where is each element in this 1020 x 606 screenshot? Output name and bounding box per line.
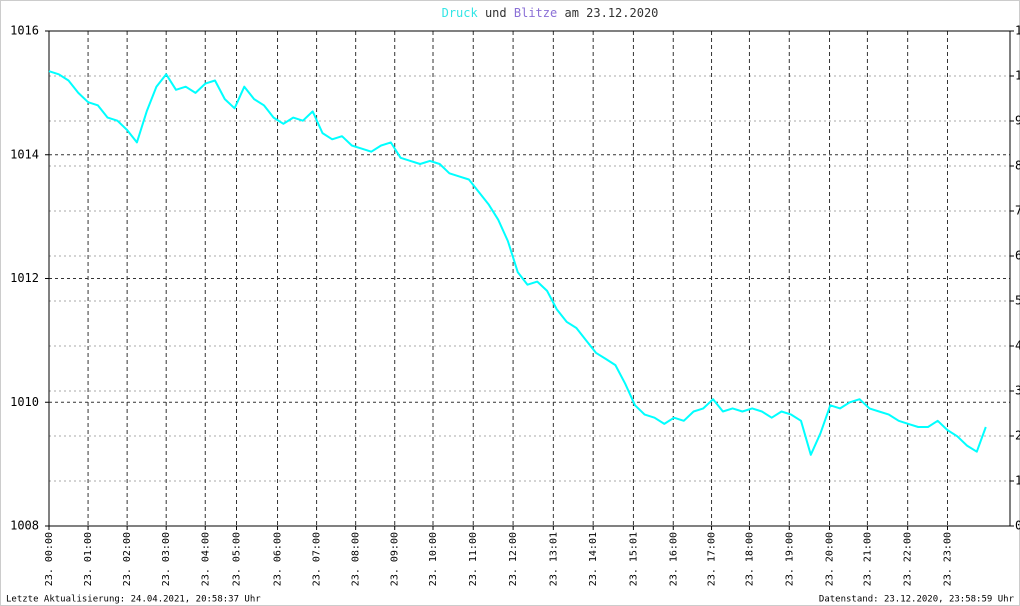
y-tick-label: 1008 [10, 519, 39, 533]
x-tick-label: 23. 10:00 [428, 532, 439, 586]
x-tick-label: 23. 03:00 [161, 532, 172, 586]
title-part: am 23.12.2020 [564, 6, 658, 20]
y2-tick-label: 1 [1015, 474, 1020, 488]
y2-tick-label: 9 [1015, 114, 1020, 128]
x-tick-label: 23. 13:01 [548, 532, 559, 586]
x-tick-label: 23. 04:00 [200, 532, 211, 586]
x-tick-label: 23. 15:01 [628, 532, 639, 586]
y2-tick-label: 4 [1015, 339, 1020, 353]
x-tick-label: 23. 00:00 [44, 532, 55, 586]
x-tick-label: 23. 02:00 [122, 532, 133, 586]
footer-right: Datenstand: 23.12.2020, 23:58:59 Uhr [819, 595, 1015, 605]
y-tick-label: 1016 [10, 24, 39, 38]
x-tick-label: 23. 09:00 [390, 532, 401, 586]
y-tick-label: 1014 [10, 147, 39, 161]
y2-tick-label: 3 [1015, 384, 1020, 398]
y-tick-label: 1010 [10, 395, 39, 409]
x-tick-label: 23. 21:00 [862, 532, 873, 586]
x-tick-label: 23. 01:00 [83, 532, 94, 586]
x-tick-label: 23. 18:00 [744, 532, 755, 586]
chart-title: Druck und Blitze am 23.12.2020 [442, 6, 659, 20]
x-tick-label: 23. 17:00 [707, 532, 718, 586]
x-tick-label: 23. 14:01 [588, 532, 599, 586]
y-tick-label: 1012 [10, 271, 39, 285]
y2-tick-label: 8 [1015, 159, 1020, 173]
x-tick-label: 23. 22:00 [903, 532, 914, 586]
y2-tick-label: 0 [1015, 519, 1020, 533]
title-part: und [485, 6, 507, 20]
x-tick-label: 23. 19:00 [784, 532, 795, 586]
x-tick-label: 23. 08:00 [351, 532, 362, 586]
y2-tick-label: 7 [1015, 204, 1020, 218]
y2-tick-label: 10 [1015, 69, 1020, 83]
x-tick-label: 23. 06:00 [273, 532, 284, 586]
y2-tick-label: 2 [1015, 429, 1020, 443]
x-tick-label: 23. 23:00 [942, 532, 953, 586]
y2-tick-label: 6 [1015, 249, 1020, 263]
x-tick-label: 23. 16:00 [668, 532, 679, 586]
y2-tick-label: 5 [1015, 294, 1020, 308]
x-tick-label: 23. 07:00 [312, 532, 323, 586]
title-part: Druck [442, 6, 479, 20]
x-tick-label: 23. 12:00 [508, 532, 519, 586]
data-line [48, 70, 987, 456]
y2-tick-label: 11 [1015, 24, 1020, 38]
x-tick-label: 23. 11:00 [468, 532, 479, 586]
title-part: Blitze [514, 6, 557, 20]
plot-frame [48, 30, 1011, 527]
x-tick-label: 23. 05:00 [232, 532, 243, 586]
x-tick-label: 23. 20:00 [825, 532, 836, 586]
footer-left: Letzte Aktualisierung: 24.04.2021, 20:58… [6, 595, 261, 605]
